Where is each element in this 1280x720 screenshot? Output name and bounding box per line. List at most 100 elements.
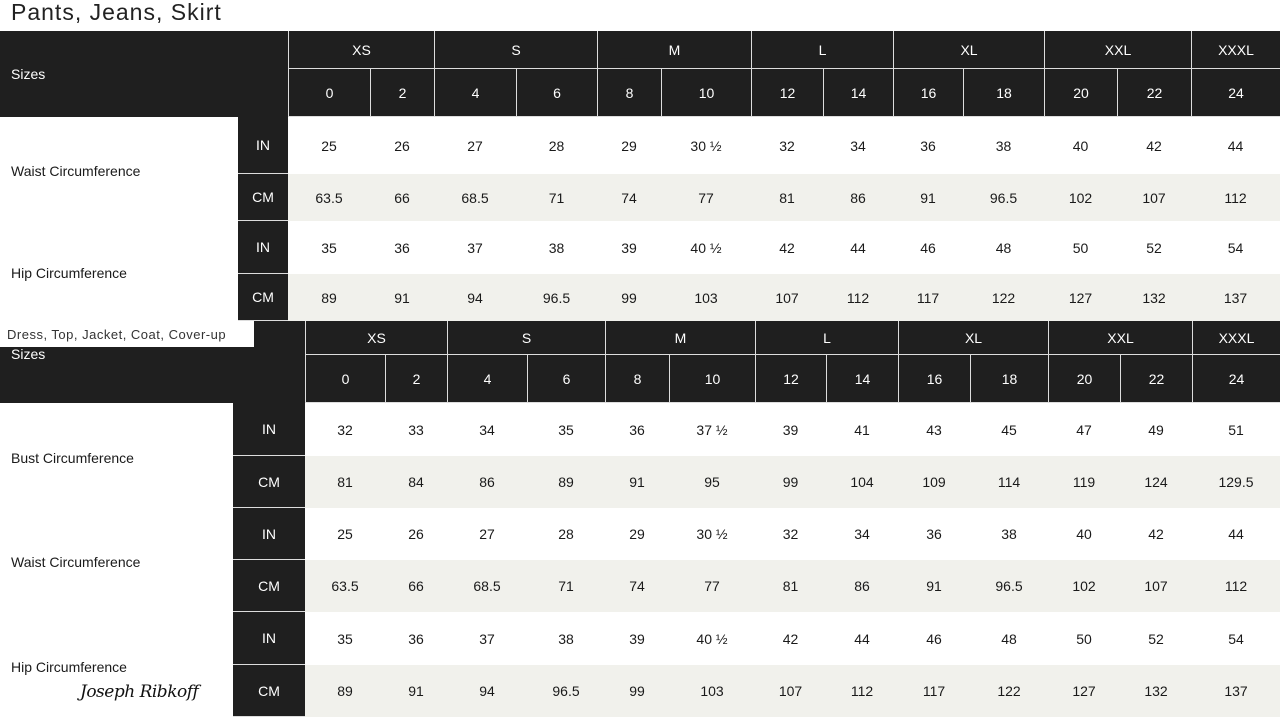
- measurement-value: 99: [597, 274, 661, 321]
- measurement-value: 46: [926, 630, 942, 647]
- measurement-value: 103: [669, 665, 755, 717]
- size-group-header: XS: [305, 321, 447, 355]
- size-number-header: 0: [288, 69, 370, 117]
- measurement-value: 45: [1001, 421, 1017, 438]
- measurement-value: 47: [1076, 421, 1092, 438]
- measurement-value: 86: [823, 174, 893, 221]
- measurement-value: 91: [370, 274, 434, 321]
- measurement-value: 127: [1048, 665, 1120, 717]
- size-number-header: 10: [661, 69, 751, 117]
- measurement-value: 68.5: [434, 174, 516, 221]
- measurement-value: 36: [926, 526, 942, 542]
- measurement-value: 40 ½: [690, 239, 722, 256]
- measurement-value: 119: [1048, 456, 1120, 508]
- unit-label: IN: [233, 612, 305, 665]
- measurement-value: 117: [893, 274, 963, 321]
- measurement-value: 114: [970, 456, 1048, 508]
- size-number-header: 8: [605, 355, 669, 403]
- measurement-value: 52: [1146, 239, 1162, 256]
- measurement-value: 91: [893, 174, 963, 221]
- measurement-value: 71: [516, 174, 597, 221]
- size-group-header: XS: [288, 31, 434, 69]
- measurement-value: 34: [854, 526, 870, 542]
- measurement-value: 49: [1148, 421, 1164, 438]
- measurement-value: 96.5: [516, 274, 597, 321]
- measurement-value: 91: [898, 560, 970, 612]
- size-number-header: 20: [1048, 355, 1120, 403]
- size-number-header: 2: [370, 69, 434, 117]
- size-number-header: 6: [527, 355, 605, 403]
- measurement-value: 77: [661, 174, 751, 221]
- unit-label: IN: [233, 403, 305, 456]
- measurement-label: Waist Circumference: [11, 163, 141, 179]
- measurement-value: 48: [1001, 630, 1017, 647]
- measurement-value: 132: [1120, 665, 1192, 717]
- measurement-value: 39: [621, 239, 637, 256]
- measurement-value: 50: [1076, 630, 1092, 647]
- measurement-value: 32: [337, 421, 353, 438]
- measurement-value: 112: [823, 274, 893, 321]
- measurement-value: 91: [385, 665, 447, 717]
- measurement-value: 84: [385, 456, 447, 508]
- measurement-label: Hip Circumference: [11, 265, 127, 281]
- measurement-label: Waist Circumference: [11, 554, 141, 570]
- measurement-value: 103: [661, 274, 751, 321]
- dress-chart-title: Dress, Top, Jacket, Coat, Cover-up: [0, 321, 254, 347]
- measurement-value: 35: [321, 239, 337, 256]
- size-number-header: 16: [898, 355, 970, 403]
- measurement-value: 41: [854, 421, 870, 438]
- measurement-value: 94: [447, 665, 527, 717]
- measurement-value: 122: [963, 274, 1044, 321]
- unit-label: CM: [233, 665, 305, 717]
- size-number-header: 14: [823, 69, 893, 117]
- measurement-value: 35: [337, 630, 353, 647]
- measurement-value: 74: [597, 174, 661, 221]
- measurement-value: 63.5: [305, 560, 385, 612]
- measurement-value: 30 ½: [690, 137, 722, 154]
- unit-label: CM: [238, 274, 288, 321]
- measurement-value: 102: [1048, 560, 1120, 612]
- measurement-value: 26: [394, 137, 410, 154]
- sizes-header-cell: Sizes: [0, 31, 288, 117]
- measurement-value: 46: [920, 239, 936, 256]
- measurement-value: 96.5: [963, 174, 1044, 221]
- size-number-header: 4: [447, 355, 527, 403]
- unit-label: CM: [233, 560, 305, 612]
- measurement-value: 36: [394, 239, 410, 256]
- size-number-header: 24: [1191, 69, 1280, 117]
- unit-label: IN: [238, 221, 288, 274]
- measurement-value: 32: [782, 526, 799, 542]
- size-number-header: 2: [385, 355, 447, 403]
- measurement-value: 48: [995, 239, 1012, 256]
- measurement-value: 25: [321, 137, 337, 154]
- size-group-header: XL: [893, 31, 1044, 69]
- measurement-value: 44: [854, 630, 870, 647]
- unit-label: IN: [233, 508, 305, 560]
- measurement-value: 32: [779, 137, 795, 154]
- measurement-value: 112: [1192, 560, 1280, 612]
- measurement-value: 74: [605, 560, 669, 612]
- measurement-value: 36: [408, 630, 424, 647]
- measurement-value: 52: [1148, 630, 1164, 647]
- measurement-value: 26: [408, 526, 424, 542]
- size-number-header: 22: [1117, 69, 1191, 117]
- size-number-header: 4: [434, 69, 516, 117]
- measurement-value: 66: [385, 560, 447, 612]
- measurement-value: 102: [1044, 174, 1117, 221]
- measurement-value: 107: [755, 665, 826, 717]
- measurement-value: 38: [558, 630, 574, 647]
- measurement-value: 37 ½: [696, 421, 728, 438]
- measurement-value: 77: [669, 560, 755, 612]
- size-group-header: L: [755, 321, 898, 355]
- measurement-value: 94: [434, 274, 516, 321]
- size-group-header: XL: [898, 321, 1048, 355]
- measurement-value: 99: [755, 456, 826, 508]
- measurement-value: 38: [995, 137, 1012, 154]
- size-number-header: 16: [893, 69, 963, 117]
- measurement-value: 28: [558, 526, 574, 542]
- size-group-header: XXL: [1048, 321, 1192, 355]
- measurement-value: 96.5: [527, 665, 605, 717]
- measurement-value: 112: [1191, 174, 1280, 221]
- measurement-value: 37: [467, 239, 483, 256]
- measurement-value: 132: [1117, 274, 1191, 321]
